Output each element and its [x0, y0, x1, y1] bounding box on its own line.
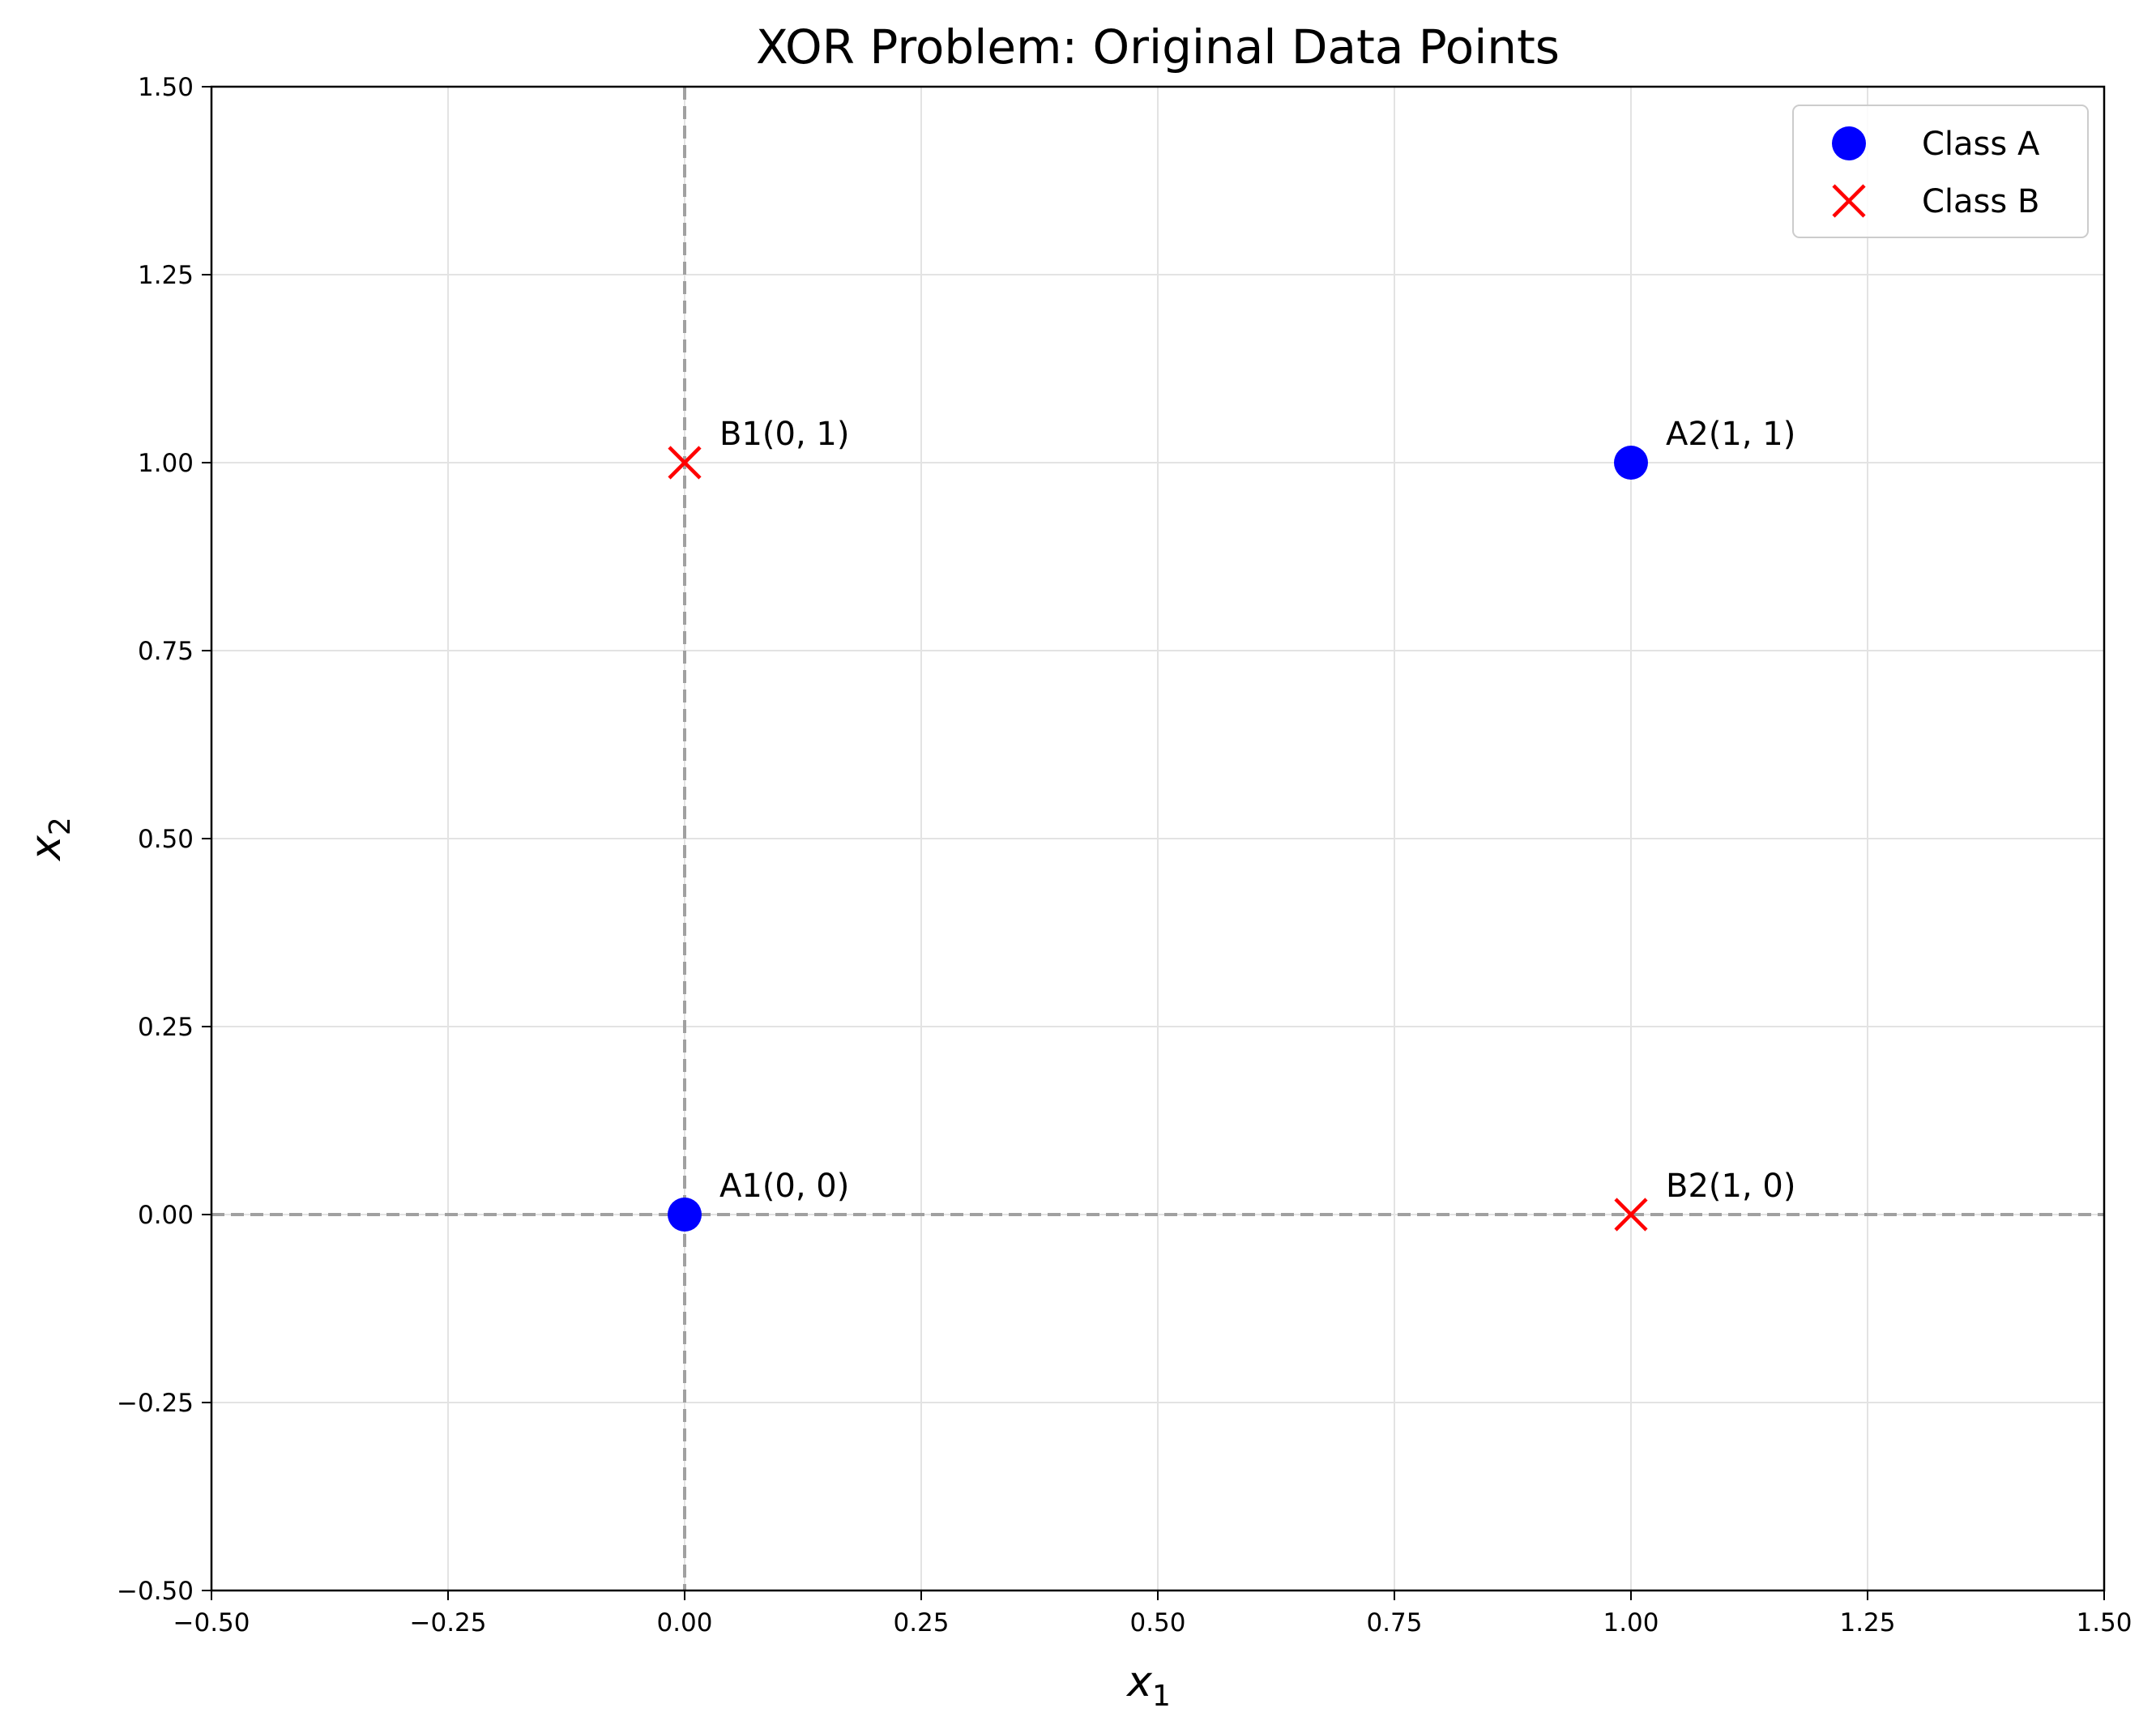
x-tick-label: 1.50 — [2076, 1608, 2132, 1637]
point-label: A1(0, 0) — [719, 1168, 849, 1205]
legend-marker — [1832, 184, 1866, 218]
data-point-class-a — [668, 1198, 702, 1232]
point-label: B2(1, 0) — [1666, 1168, 1795, 1205]
x-tick-label: 1.00 — [1603, 1608, 1659, 1637]
x-tick-label: 0.00 — [656, 1608, 712, 1637]
data-point-class-b — [1614, 1198, 1648, 1232]
x-tick-label: −0.25 — [410, 1608, 487, 1637]
point-annotations: A1(0, 0) A2(1, 1) B1(0, 1) B2(1, 0) — [719, 416, 1795, 1205]
chart-title: XOR Problem: Original Data Points — [756, 19, 1560, 75]
y-tick-label: 0.75 — [138, 637, 194, 666]
y-tick-label: 0.25 — [138, 1013, 194, 1042]
data-point-class-b — [668, 446, 702, 480]
y-tick-label: −0.25 — [117, 1389, 194, 1418]
y-tick-label: −0.50 — [117, 1577, 194, 1606]
x-axis-ticks: −0.50 −0.25 0.00 0.25 0.50 0.75 1.00 1.25 1.50 — [173, 1591, 2133, 1637]
legend-label: Class A — [1922, 126, 2040, 163]
data-points — [668, 446, 1648, 1232]
x-tick-label: −0.50 — [173, 1608, 250, 1637]
y-tick-label: 1.50 — [138, 73, 194, 102]
x-tick-label: 0.50 — [1129, 1608, 1185, 1637]
reference-lines — [211, 87, 2104, 1591]
x-tick-label: 0.75 — [1366, 1608, 1422, 1637]
legend: Class A Class B — [1792, 105, 2089, 238]
x-axis-label: x1 — [1125, 1658, 1171, 1713]
y-axis-ticks: −0.50 −0.25 0.00 0.25 0.50 0.75 1.00 1.25 1.50 — [117, 73, 211, 1606]
point-label: B1(0, 1) — [719, 416, 849, 453]
y-tick-label: 0.00 — [138, 1201, 194, 1230]
point-label: A2(1, 1) — [1666, 416, 1795, 453]
y-tick-label: 0.50 — [138, 825, 194, 854]
legend-box — [1792, 105, 2089, 238]
x-tick-label: 0.25 — [893, 1608, 949, 1637]
y-tick-label: 1.25 — [138, 261, 194, 290]
data-point-class-a — [1614, 446, 1648, 480]
x-tick-label: 1.25 — [1839, 1608, 1895, 1637]
legend-marker — [1832, 126, 1866, 160]
y-tick-label: 1.00 — [138, 449, 194, 478]
y-axis-label: x2 — [22, 817, 77, 862]
legend-label: Class B — [1922, 183, 2039, 220]
